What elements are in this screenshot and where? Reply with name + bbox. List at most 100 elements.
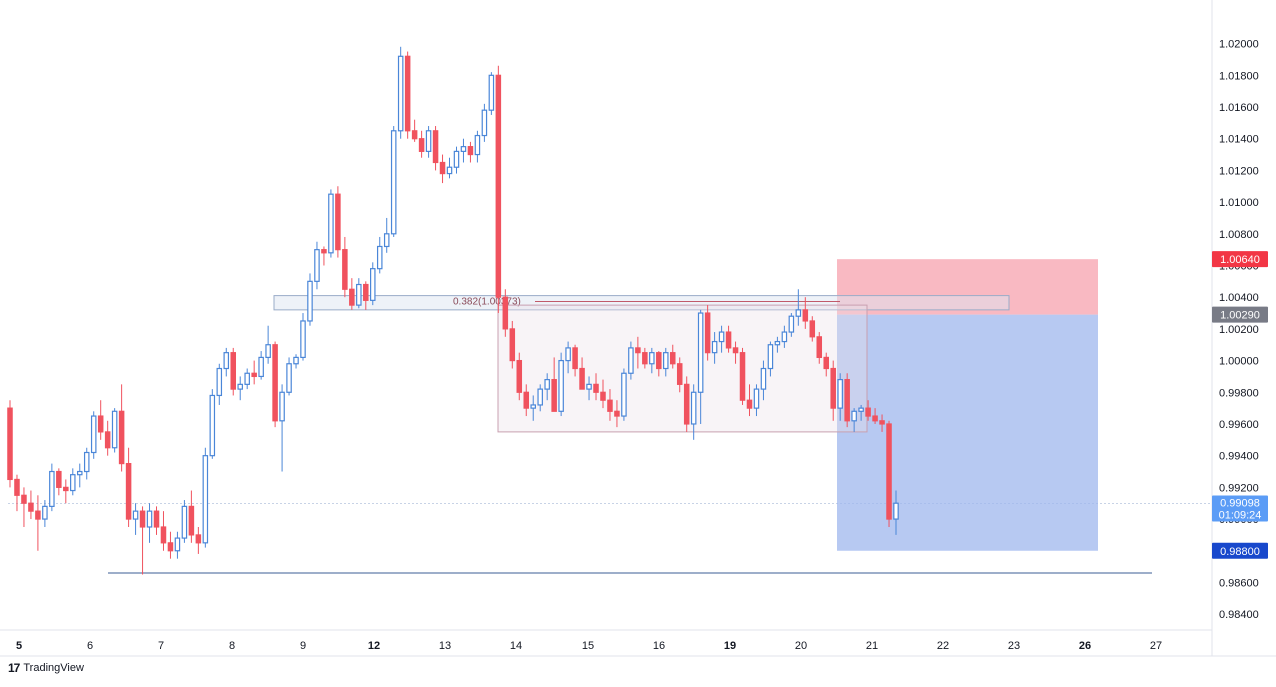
candle-body[interactable] (77, 470, 83, 476)
candle-body[interactable] (600, 391, 606, 401)
candle-body[interactable] (272, 344, 278, 422)
candle-body[interactable] (851, 410, 857, 422)
candle-body[interactable] (404, 55, 411, 132)
candle-body[interactable] (509, 328, 516, 362)
candle-body[interactable] (356, 283, 362, 306)
candle-body[interactable] (411, 130, 418, 140)
candle-body[interactable] (802, 309, 809, 322)
candle-body[interactable] (258, 356, 264, 378)
candle-body[interactable] (146, 510, 153, 528)
candle-body[interactable] (544, 379, 550, 390)
candle-body[interactable] (383, 233, 390, 248)
candle-body[interactable] (209, 394, 216, 457)
candle-body[interactable] (558, 359, 564, 412)
candle-body[interactable] (314, 249, 320, 282)
candle-body[interactable] (265, 344, 271, 359)
candle-body[interactable] (551, 379, 557, 412)
candle-body[interactable] (760, 367, 767, 390)
price-tag-current[interactable] (1212, 495, 1268, 522)
candle-body[interactable] (516, 359, 523, 393)
candle-body[interactable] (523, 391, 530, 409)
candle-body[interactable] (216, 367, 223, 397)
candle-body[interactable] (14, 478, 20, 496)
candle-body[interactable] (418, 138, 425, 152)
candle-body[interactable] (188, 505, 195, 536)
candle-body[interactable] (858, 407, 864, 412)
candle-body[interactable] (621, 372, 627, 417)
candle-body[interactable] (63, 486, 69, 492)
candle-body[interactable] (125, 462, 132, 520)
candle-body[interactable] (174, 537, 181, 552)
candle-body[interactable] (300, 320, 306, 359)
candle-body[interactable] (711, 340, 718, 354)
candle-body[interactable] (642, 352, 648, 365)
candle-body[interactable] (132, 510, 139, 520)
candle-body[interactable] (153, 510, 160, 528)
candle-body[interactable] (788, 315, 795, 333)
candle-body[interactable] (865, 407, 871, 417)
candle-body[interactable] (607, 399, 613, 412)
candle-body[interactable] (669, 352, 676, 365)
candle-body[interactable] (111, 410, 118, 449)
candle-body[interactable] (467, 146, 474, 156)
price-tag-stop[interactable] (1212, 251, 1268, 268)
candle-body[interactable] (397, 55, 404, 132)
candle-body[interactable] (230, 352, 237, 390)
candle-body[interactable] (725, 331, 732, 349)
candle-body[interactable] (460, 146, 467, 152)
candle-body[interactable] (614, 410, 620, 417)
candle-body[interactable] (795, 309, 802, 317)
candle-body[interactable] (704, 312, 711, 354)
candle-body[interactable] (370, 268, 376, 301)
candle-body[interactable] (530, 404, 536, 409)
candle-body[interactable] (474, 134, 481, 156)
candle-body[interactable] (42, 505, 48, 520)
candle-body[interactable] (363, 283, 369, 301)
candle-body[interactable] (195, 534, 202, 544)
candle-body[interactable] (237, 383, 243, 390)
candle-body[interactable] (690, 391, 697, 425)
candle-body[interactable] (732, 347, 739, 354)
candle-body[interactable] (809, 320, 816, 338)
candle-body[interactable] (537, 388, 543, 406)
candle-body[interactable] (56, 470, 62, 488)
candle-body[interactable] (816, 336, 823, 359)
candle-body[interactable] (481, 109, 488, 137)
candle-body[interactable] (746, 399, 753, 409)
candle-body[interactable] (425, 130, 432, 152)
candle-body[interactable] (823, 356, 829, 370)
candle-body[interactable] (104, 431, 111, 449)
candle-body[interactable] (286, 363, 292, 393)
candle-body[interactable] (676, 363, 683, 385)
candle-body[interactable] (439, 161, 446, 175)
candle-body[interactable] (97, 415, 104, 433)
candle-body[interactable] (697, 312, 704, 393)
candle-body[interactable] (872, 415, 878, 422)
candle-body[interactable] (21, 494, 27, 504)
candle-body[interactable] (837, 379, 843, 409)
candle-body[interactable] (390, 130, 397, 235)
candle-body[interactable] (335, 193, 341, 251)
resistance-zone[interactable] (273, 295, 1010, 311)
candle-body[interactable] (432, 130, 439, 164)
candle-body[interactable] (446, 166, 453, 175)
candle-body[interactable] (160, 526, 167, 544)
candle-body[interactable] (202, 455, 209, 544)
candle-body[interactable] (279, 391, 285, 422)
candle-body[interactable] (328, 193, 334, 254)
price-tag-entry[interactable] (1212, 306, 1268, 323)
candle-body[interactable] (586, 383, 592, 390)
price-tag-target[interactable] (1212, 542, 1268, 559)
candle-body[interactable] (683, 383, 690, 425)
candle-body[interactable] (223, 352, 230, 370)
candle-body[interactable] (635, 347, 641, 354)
candle-body[interactable] (376, 245, 383, 270)
candle-body[interactable] (342, 249, 348, 290)
candle-body[interactable] (656, 352, 662, 370)
candle-body[interactable] (83, 451, 90, 473)
candle-body[interactable] (844, 379, 850, 422)
candle-body[interactable] (830, 367, 836, 409)
candle-body[interactable] (572, 347, 578, 370)
